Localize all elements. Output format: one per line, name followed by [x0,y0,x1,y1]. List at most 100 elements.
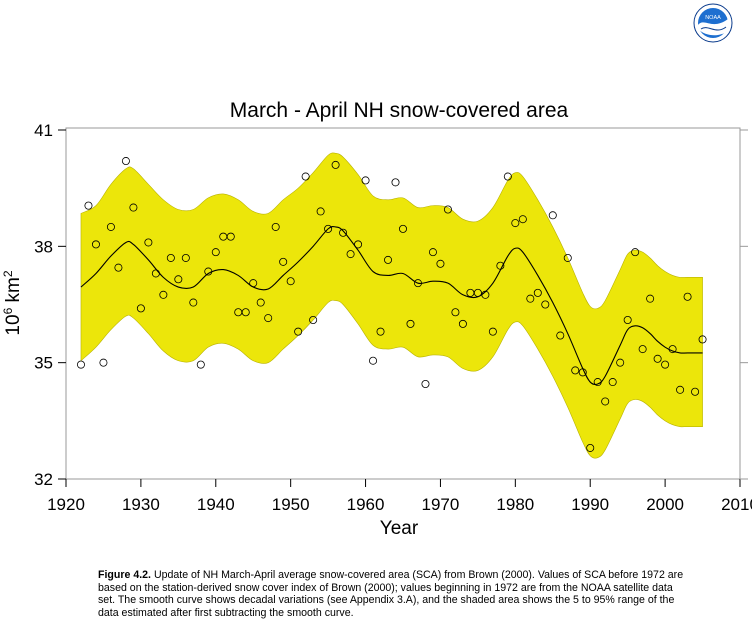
data-point [339,228,348,237]
data-point [473,288,482,297]
data-point [428,248,437,257]
smooth-curve-layer [80,226,703,386]
data-point [481,290,490,299]
data-point [264,314,273,323]
data-point [661,360,670,369]
data-point [511,219,520,228]
data-point [526,294,535,303]
x-tick-label: 1930 [122,495,160,514]
data-point [196,360,205,369]
data-point [324,224,333,233]
figure-caption: Figure 4.2. Update of NH March-April ave… [98,569,688,620]
data-point [563,253,572,262]
data-point [279,257,288,266]
data-point [99,358,108,367]
plot-frame [65,127,741,480]
y-axis-title: 106 km2 [1,270,24,335]
data-point [204,267,213,276]
data-point [159,290,168,299]
data-point [384,255,393,264]
x-tick-label: 1970 [422,495,460,514]
data-point [271,222,280,231]
data-point [391,178,400,187]
data-point [361,176,370,185]
x-tick-label: 1920 [47,495,85,514]
range-band-layer [80,152,703,459]
x-tick-label: 2000 [646,495,684,514]
noaa-logo: NOAA [693,3,733,43]
data-point [256,298,265,307]
data-point [309,316,318,325]
x-tick-label: 1940 [197,495,235,514]
data-point [301,172,310,181]
data-point [189,298,198,307]
data-point [286,277,295,286]
data-point [578,368,587,377]
data-point [249,279,258,288]
data-point [369,356,378,365]
x-tick-label: 1950 [272,495,310,514]
data-point [458,319,467,328]
x-axis-title: Year [380,518,419,539]
data-point [436,259,445,268]
data-point [608,378,617,387]
data-point [91,240,100,249]
data-point [676,385,685,394]
data-point [84,201,93,210]
data-point [211,248,220,257]
data-point [623,316,632,325]
data-point [556,331,565,340]
data-point [114,263,123,272]
data-point [646,294,655,303]
x-tick-label: 1980 [496,495,534,514]
data-point [593,378,602,387]
data-point [181,253,190,262]
data-point [571,366,580,375]
data-point [294,327,303,336]
data-point [698,335,707,344]
data-point [601,397,610,406]
data-point [129,203,138,212]
data-point [638,345,647,354]
data-point [413,279,422,288]
data-point [451,308,460,317]
data-point [166,253,175,262]
logo-text: NOAA [705,15,721,21]
data-point [668,345,677,354]
data-point [76,360,85,369]
data-point [144,238,153,247]
data-point [421,379,430,388]
x-tick-label: 2010 [721,495,752,514]
data-point [443,205,452,214]
data-point [496,261,505,270]
data-point [121,157,130,166]
data-point [616,358,625,367]
observation-points-layer [76,157,707,452]
y-tick-label: 35 [34,354,53,373]
x-axis-ticks: 1920 1930 1940 1950 1960 1970 1980 1990 2000 2010 [47,479,752,514]
data-point [548,211,557,220]
data-point [398,224,407,233]
y-axis-ticks: 32 35 38 41 [34,121,748,489]
data-point [376,327,385,336]
data-point [316,207,325,216]
data-point [354,240,363,249]
data-point [406,319,415,328]
snow-cover-chart: March - April NH snow-covered area 1920 1… [1,99,752,539]
data-point [151,269,160,278]
data-point [683,292,692,301]
data-point [346,250,355,259]
y-tick-label: 38 [34,237,53,256]
data-point [241,308,250,317]
caption-text: Update of NH March-April average snow-co… [98,569,684,620]
data-point [106,222,115,231]
data-point [503,172,512,181]
chart-title: March - April NH snow-covered area [230,99,569,122]
data-point [691,387,700,396]
caption-label: Figure 4.2. [98,569,151,581]
smooth-curve [80,226,703,386]
y-tick-label: 41 [34,121,53,140]
x-tick-label: 1990 [571,495,609,514]
data-point [174,275,183,284]
data-point [226,232,235,241]
